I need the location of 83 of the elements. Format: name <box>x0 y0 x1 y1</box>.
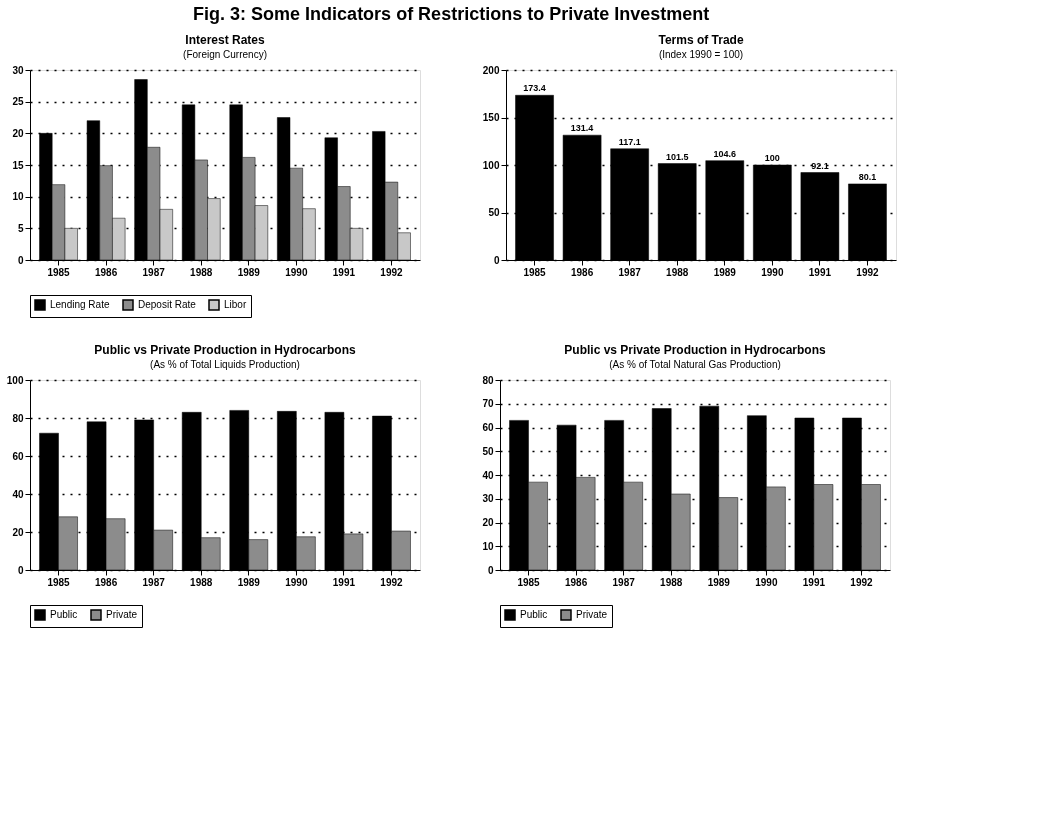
x-tick-label: 1986 <box>94 576 118 588</box>
data-label: 80.1 <box>858 171 877 182</box>
x-tick-label: 1989 <box>707 576 731 588</box>
y-tick-label: 100 <box>482 159 500 171</box>
chart-title: Public vs Private Production in Hydrocarbons <box>564 343 827 357</box>
y-tick-label: 80 <box>482 374 494 386</box>
y-tick-label: 30 <box>12 64 24 76</box>
y-tick-label: 0 <box>17 254 24 266</box>
y-tick-label: 100 <box>6 374 24 386</box>
data-label: 101.5 <box>665 151 689 162</box>
x-tick-label: 1989 <box>237 266 261 278</box>
x-tick-label: 1992 <box>380 576 404 588</box>
y-tick-label: 0 <box>493 254 500 266</box>
data-label: 104.6 <box>713 148 737 159</box>
y-tick-label: 50 <box>488 207 500 218</box>
x-tick-label: 1988 <box>190 576 213 588</box>
x-tick-label: 1992 <box>856 266 880 278</box>
legend-label: Libor <box>224 299 247 310</box>
y-tick-label: 50 <box>482 445 494 457</box>
y-tick-label: 40 <box>482 469 494 481</box>
y-tick-label: 150 <box>482 112 500 123</box>
x-tick-label: 1991 <box>808 266 832 278</box>
x-tick-label: 1991 <box>332 266 356 278</box>
x-tick-label: 1987 <box>612 576 636 588</box>
x-tick-label: 1986 <box>94 266 118 278</box>
data-label: 100 <box>764 153 780 163</box>
data-label: 131.4 <box>570 123 594 134</box>
x-tick-label: 1985 <box>517 576 541 588</box>
x-tick-label: 1990 <box>755 576 778 588</box>
y-tick-label: 40 <box>12 488 24 500</box>
x-tick-label: 1986 <box>564 576 588 588</box>
x-tick-label: 1991 <box>332 576 356 588</box>
x-tick-label: 1987 <box>618 266 642 278</box>
y-tick-label: 60 <box>482 422 494 433</box>
y-tick-label: 60 <box>12 450 24 462</box>
y-tick-label: 0 <box>487 564 494 576</box>
caption: Fig. 3: Some Indicators of Restrictions to Private Investment <box>193 3 710 24</box>
y-tick-label: 0 <box>17 564 24 576</box>
y-tick-label: 70 <box>482 398 494 410</box>
y-tick-label: 10 <box>482 540 494 552</box>
x-tick-label: 1990 <box>285 266 308 278</box>
x-tick-label: 1990 <box>285 576 308 588</box>
x-tick-label: 1989 <box>713 266 737 278</box>
legend-label: Private <box>106 609 138 620</box>
y-tick-label: 80 <box>12 412 24 424</box>
data-label: 92.1 <box>811 160 829 171</box>
legend-label: Public <box>50 609 78 620</box>
legend-label: Lending Rate <box>50 299 110 310</box>
x-tick-label: 1987 <box>142 266 166 278</box>
x-tick-label: 1992 <box>850 576 874 588</box>
y-tick-label: 20 <box>482 517 494 528</box>
chart-title: Interest Rates <box>185 33 265 47</box>
chart-subtitle: (As % of Total Natural Gas Production) <box>609 359 781 370</box>
legend-label: Private <box>576 609 608 620</box>
chart-title: Public vs Private Production in Hydrocarbons <box>94 343 357 357</box>
x-tick-label: 1992 <box>380 266 404 278</box>
y-tick-label: 20 <box>12 127 24 139</box>
x-tick-label: 1990 <box>761 266 784 278</box>
x-tick-label: 1985 <box>47 266 71 278</box>
x-tick-label: 1988 <box>190 266 213 278</box>
x-tick-label: 1986 <box>570 266 594 278</box>
y-tick-label: 25 <box>12 96 24 108</box>
y-tick-label: 20 <box>12 526 24 538</box>
x-tick-label: 1985 <box>523 266 547 278</box>
x-tick-label: 1991 <box>802 576 826 588</box>
x-tick-label: 1988 <box>660 576 683 588</box>
x-tick-label: 1985 <box>47 576 71 588</box>
data-label: 117.1 <box>618 136 641 147</box>
legend-label: Public <box>520 609 548 620</box>
legend-label: Deposit Rate <box>138 299 197 310</box>
x-tick-label: 1988 <box>666 266 689 278</box>
y-tick-label: 15 <box>12 159 24 171</box>
x-tick-label: 1987 <box>142 576 166 588</box>
data-label: 173.4 <box>523 83 546 94</box>
chart-subtitle: (Foreign Currency) <box>183 49 267 60</box>
y-tick-label: 10 <box>12 191 24 203</box>
chart-subtitle: (As % of Total Liquids Production) <box>150 359 300 370</box>
chart-subtitle: (Index 1990 = 100) <box>658 49 744 60</box>
y-tick-label: 5 <box>17 222 24 234</box>
x-tick-label: 1989 <box>237 576 261 588</box>
y-tick-label: 200 <box>482 64 500 76</box>
chart-title: Terms of Trade <box>658 33 744 47</box>
y-tick-label: 30 <box>482 493 494 505</box>
